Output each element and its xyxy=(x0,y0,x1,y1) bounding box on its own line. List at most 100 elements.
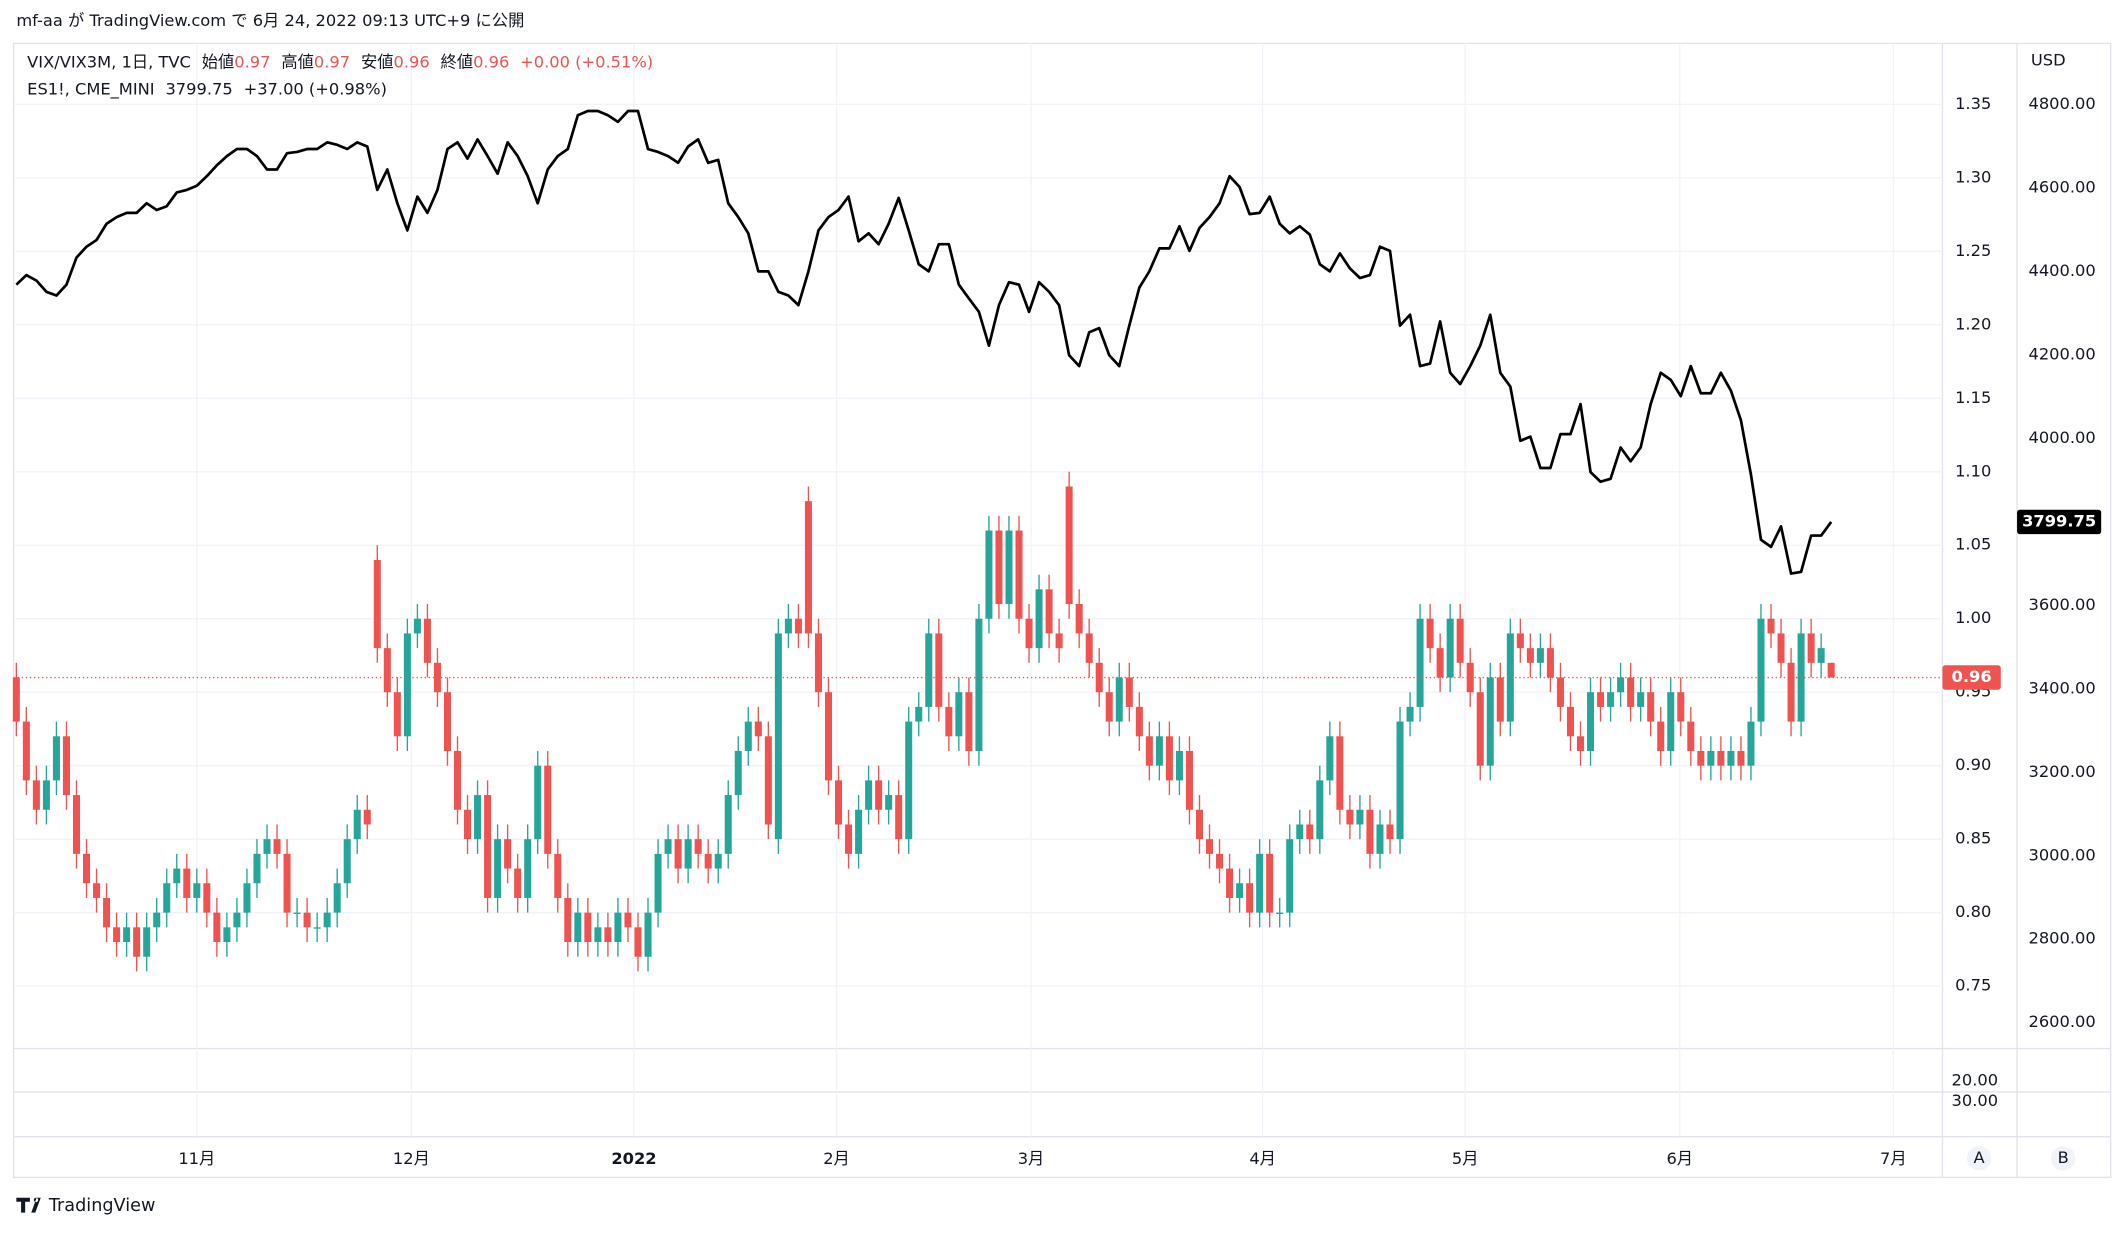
candle-body xyxy=(784,618,792,634)
price-badge-label: 0.96 xyxy=(1952,667,1992,686)
legend-item: ES1!, CME_MINI xyxy=(27,79,154,99)
candle-body xyxy=(1677,692,1685,722)
candle-body xyxy=(1095,662,1103,693)
scale-button[interactable] xyxy=(2050,1146,2076,1171)
candle-body xyxy=(1607,692,1615,707)
y-tick-label: 1.35 xyxy=(1955,94,1991,113)
candle-body xyxy=(724,795,732,854)
candle-body xyxy=(1396,721,1404,840)
candle-body xyxy=(373,559,381,649)
candle-body xyxy=(774,633,782,840)
x-tick-label: 5月 xyxy=(1452,1149,1479,1168)
y-tick-label: 1.10 xyxy=(1955,461,1991,480)
candle-body xyxy=(1587,692,1595,751)
y-tick-label: 1.00 xyxy=(1955,608,1991,627)
brand-logo: TradingView xyxy=(16,1196,155,1216)
header: mf-aa が TradingView.com で 6月 24, 2022 09… xyxy=(16,11,524,30)
candle-body xyxy=(1566,706,1574,737)
candle-body xyxy=(12,677,20,722)
candle-body xyxy=(1777,633,1785,663)
candle-body xyxy=(1426,618,1434,649)
candle-body xyxy=(494,839,502,898)
candle-body xyxy=(574,912,582,943)
candle-body xyxy=(453,750,462,810)
scale-button-label[interactable]: A xyxy=(1974,1148,1985,1167)
candle-body xyxy=(1536,648,1544,663)
y2-tick-label: 4600.00 xyxy=(2028,177,2095,196)
candle-body xyxy=(183,868,191,898)
x-tick-label: 12月 xyxy=(393,1149,430,1168)
candle-body xyxy=(734,750,742,796)
candle-body xyxy=(163,883,171,913)
candle-body xyxy=(1045,589,1053,634)
candle-body xyxy=(353,809,361,840)
legend-item: 安値 xyxy=(361,52,394,71)
candle-body xyxy=(915,706,923,722)
candle-body xyxy=(363,809,371,825)
candle-body xyxy=(233,912,241,928)
y2-tick-label: 3400.00 xyxy=(2028,678,2095,697)
candle-body xyxy=(504,839,512,869)
candle-body xyxy=(443,692,451,751)
scale-button-label[interactable]: B xyxy=(2058,1148,2069,1167)
price-badge xyxy=(2017,509,2102,535)
candle-body xyxy=(1827,662,1835,678)
candle-body xyxy=(1005,530,1013,605)
candle-body xyxy=(72,795,80,854)
candle-body xyxy=(1346,809,1354,825)
candle-body xyxy=(684,839,692,869)
candle-body xyxy=(975,618,983,751)
legend-item: 0.96 xyxy=(473,52,509,71)
line-series xyxy=(15,109,1833,575)
candle-body xyxy=(1576,736,1585,751)
candle-body xyxy=(133,927,141,957)
candle-body xyxy=(474,795,482,840)
y2-tick-label: 4800.00 xyxy=(2028,94,2095,113)
scale-button[interactable] xyxy=(1966,1146,1992,1171)
candle-body xyxy=(1526,648,1534,663)
candle-body xyxy=(804,501,812,634)
candle-body xyxy=(1627,677,1635,707)
legend-item: 0.97 xyxy=(314,52,350,71)
candle-body xyxy=(674,839,682,869)
candle-body xyxy=(1155,736,1163,766)
candle-body xyxy=(313,927,321,929)
candle-body xyxy=(1597,692,1605,707)
candle-body xyxy=(1165,736,1173,781)
candle-body xyxy=(203,883,211,913)
candle-body xyxy=(794,618,802,634)
y2-tick-label: 4400.00 xyxy=(2028,261,2095,280)
candle-body xyxy=(1195,809,1203,840)
candle-body xyxy=(193,883,201,898)
candles xyxy=(12,471,1835,972)
candle-body xyxy=(1256,853,1264,913)
candle-body xyxy=(704,853,712,869)
candle-body xyxy=(484,795,492,898)
legend-item: +37.00 (+0.98%) xyxy=(244,79,387,98)
candle-body xyxy=(1707,750,1715,766)
candle-body xyxy=(544,765,552,854)
legend-item: +0.00 (+0.51%) xyxy=(520,52,653,71)
legend-line: VIX/VIX3M, 1日, TVC 始値0.97 高値0.97 安値0.96 終値0.… xyxy=(27,52,653,71)
y-tick-label: 1.20 xyxy=(1955,314,1991,333)
candle-body xyxy=(263,839,271,854)
x-tick-label: 2月 xyxy=(823,1149,850,1168)
candle-body xyxy=(1747,721,1755,766)
candle-body xyxy=(1276,912,1284,914)
legend-item: 0.97 xyxy=(234,52,270,71)
candle-body xyxy=(464,809,472,840)
candle-body xyxy=(22,721,30,781)
candle-body xyxy=(654,853,662,913)
candle-body xyxy=(1687,721,1695,751)
candle-body xyxy=(955,692,963,737)
candle-body xyxy=(323,912,331,928)
candle-body xyxy=(945,706,953,737)
candle-body xyxy=(1206,839,1214,854)
candle-body xyxy=(1075,604,1083,634)
candle-body xyxy=(1496,677,1504,722)
candle-body xyxy=(173,868,181,884)
candle-body xyxy=(1647,692,1655,722)
